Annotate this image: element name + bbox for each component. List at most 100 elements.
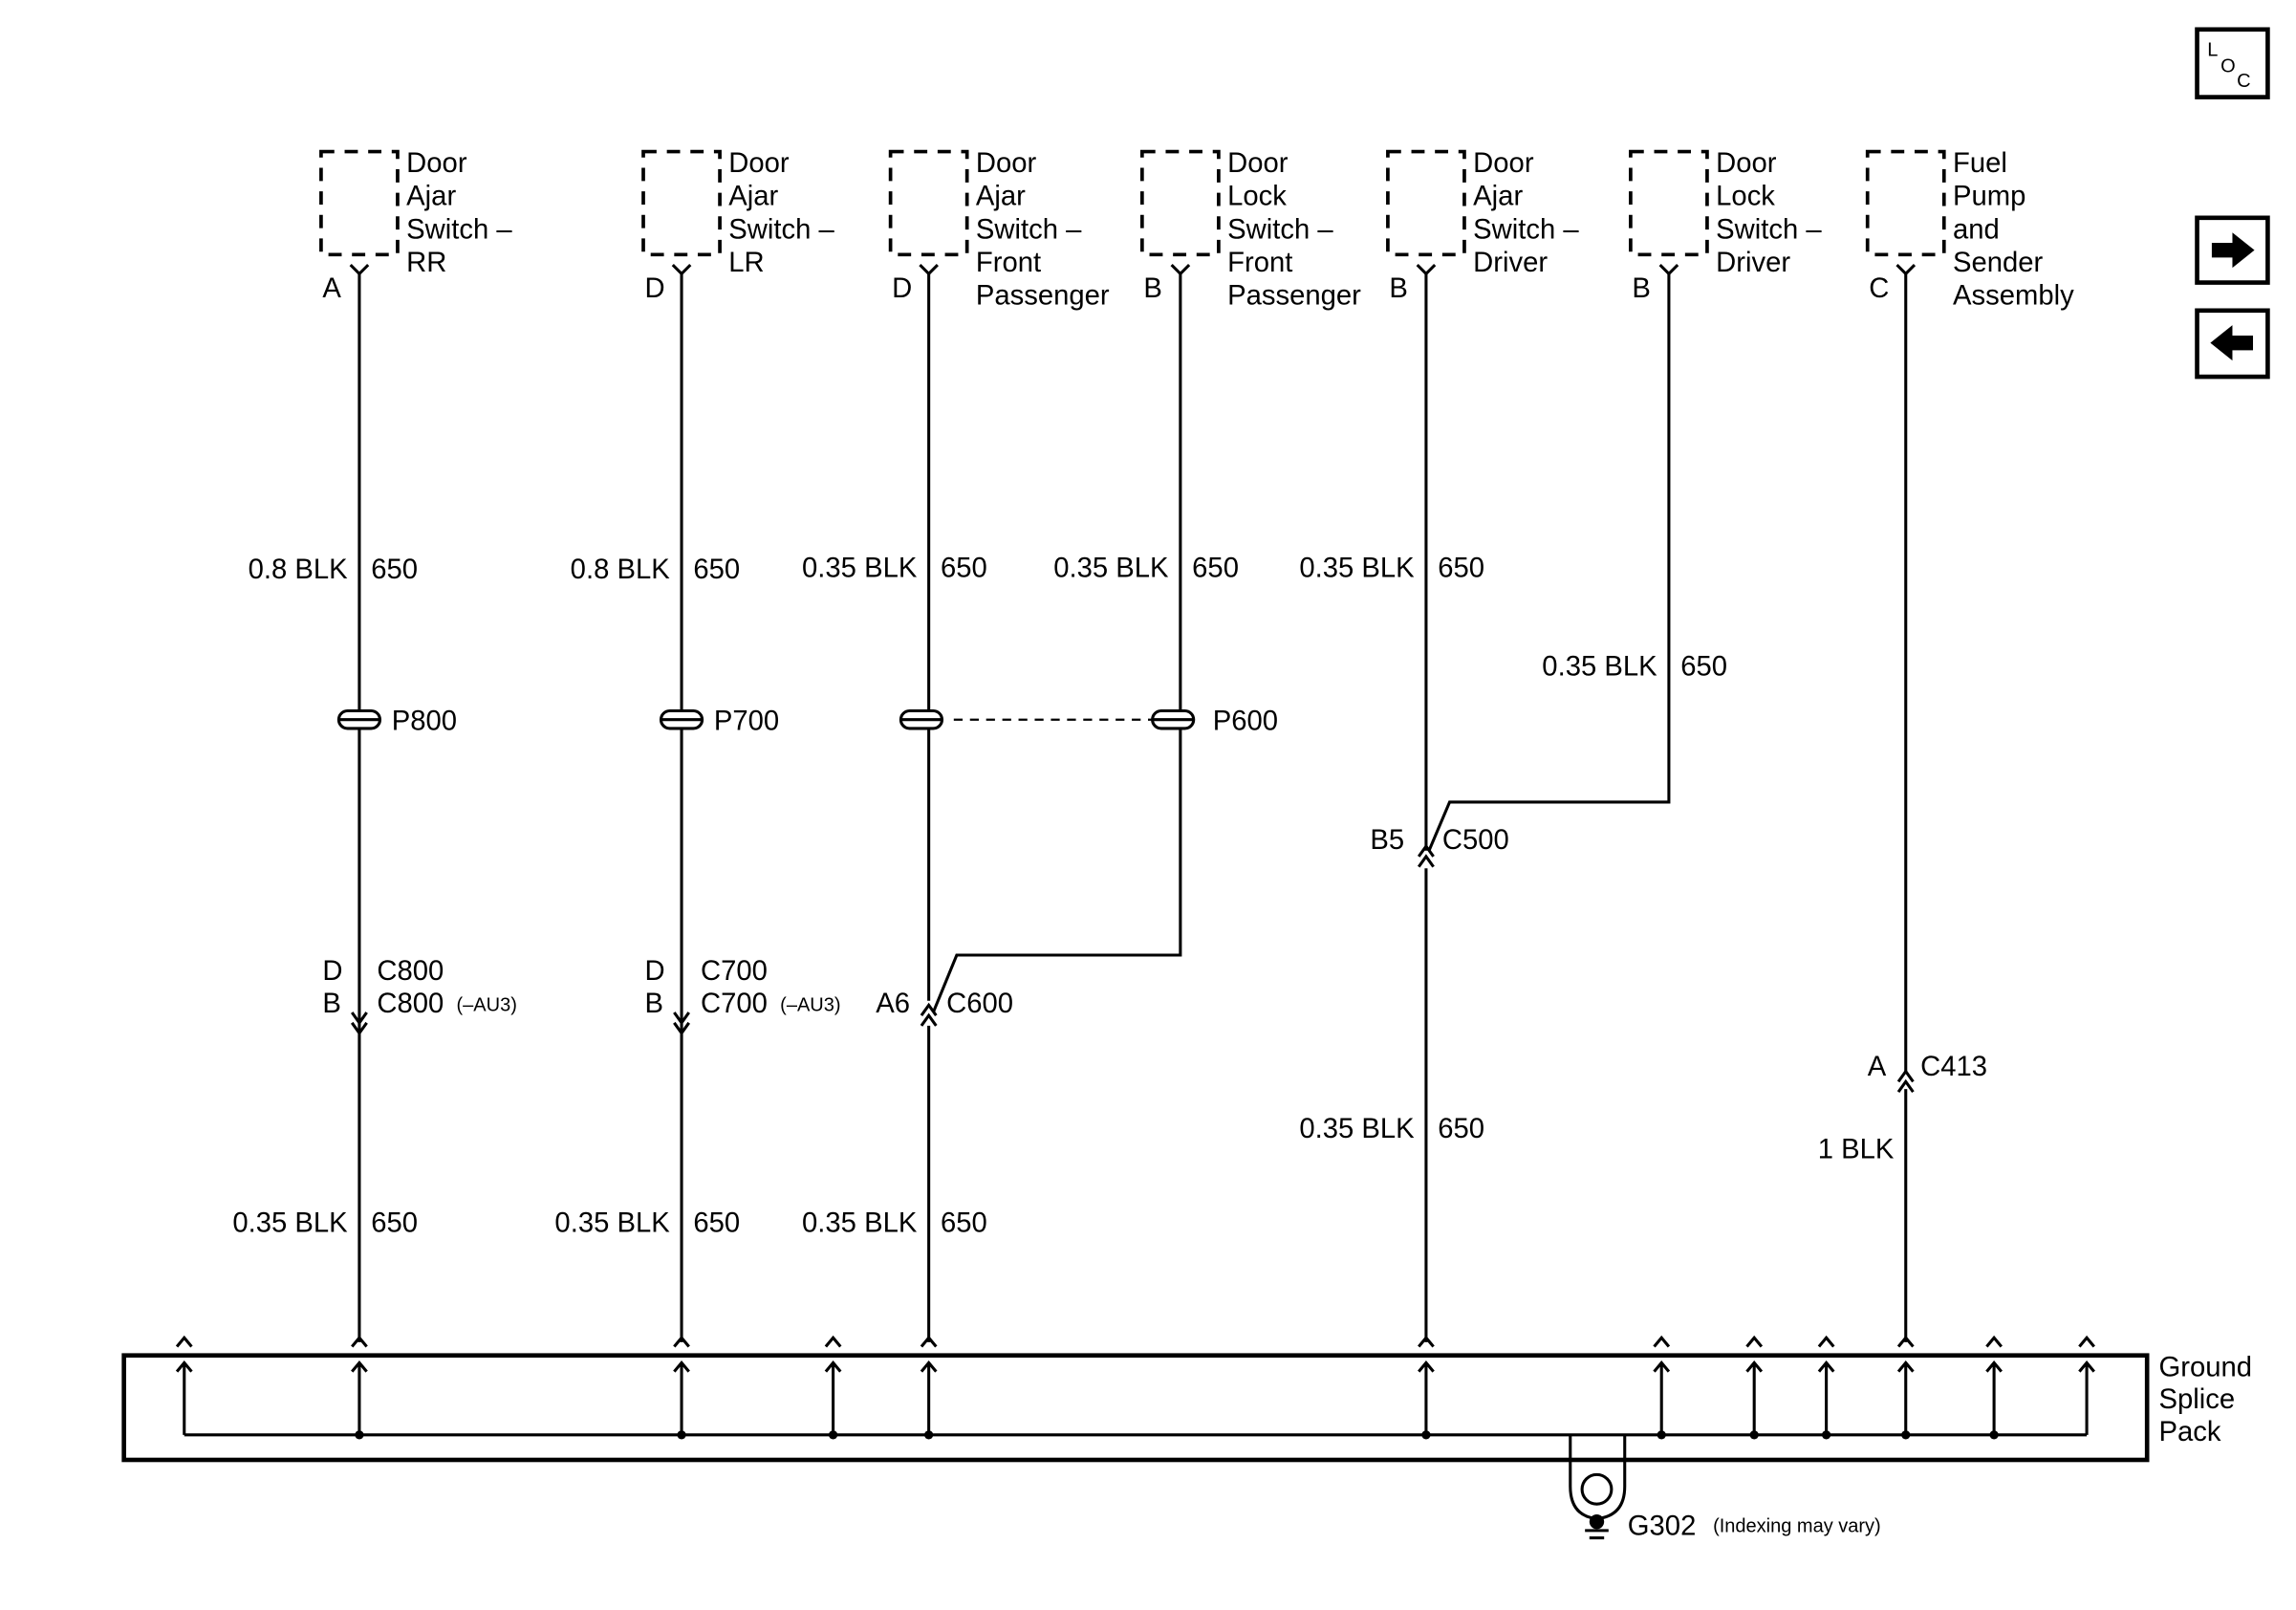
wire-circuit-label: 650 xyxy=(371,1208,418,1238)
component-label: Driver xyxy=(1716,248,1790,278)
component-label: Switch – xyxy=(1716,214,1822,245)
component-label: Lock xyxy=(1227,182,1287,212)
component-pin: B xyxy=(1632,273,1651,304)
previous-page-button[interactable] xyxy=(2195,308,2270,380)
next-page-button[interactable] xyxy=(2195,215,2270,285)
splice-icon xyxy=(336,708,382,730)
component-label: Pump xyxy=(1953,182,2025,212)
terminal-icon xyxy=(1416,263,1437,276)
component-label: Switch – xyxy=(1227,214,1333,245)
splice-icon xyxy=(1151,708,1196,730)
terminal-icon xyxy=(349,263,370,276)
terminal-icon xyxy=(1658,263,1679,276)
svg-text:Splice: Splice xyxy=(2159,1384,2236,1415)
connector-c413: A C413 xyxy=(1868,1052,1987,1082)
component-label: LR xyxy=(728,248,764,278)
splice-pack-terminal xyxy=(1817,1335,1835,1440)
component-pin: D xyxy=(892,273,912,304)
component-label: and xyxy=(1953,214,2000,245)
component-label: Door xyxy=(1227,148,1289,179)
svg-text:B5: B5 xyxy=(1370,825,1404,856)
connector-c700: D C700 B C700 (–AU3) xyxy=(645,956,841,1019)
wire-size-label: 0.35 BLK xyxy=(802,1208,918,1238)
svg-text:Ground: Ground xyxy=(2159,1352,2253,1382)
splice-pack-terminal xyxy=(1653,1335,1671,1440)
splice-p800-label: P800 xyxy=(392,706,457,736)
svg-text:D: D xyxy=(322,956,342,987)
svg-text:D: D xyxy=(645,956,665,987)
svg-text:B: B xyxy=(645,989,664,1019)
component-pin: B xyxy=(1143,273,1162,304)
terminal-icon xyxy=(919,263,939,276)
splice-pack-terminal xyxy=(673,1335,690,1440)
ground-splice-pack: Ground Splice Pack xyxy=(121,1335,2253,1463)
svg-text:A: A xyxy=(1868,1052,1887,1082)
splice-pack-terminal xyxy=(175,1335,193,1435)
wire-c500-jumper xyxy=(1427,273,1671,852)
svg-text:C413: C413 xyxy=(1920,1052,1987,1082)
wire-size-label: 0.35 BLK xyxy=(1299,1114,1415,1144)
svg-text:C700: C700 xyxy=(701,989,768,1019)
wire-size-label: 0.35 BLK xyxy=(1299,553,1415,583)
left-arrow-icon xyxy=(2210,325,2254,361)
component-pin: B xyxy=(1389,273,1408,304)
svg-text:B: B xyxy=(322,989,341,1019)
splice-p700-label: P700 xyxy=(714,706,779,736)
connector-c800: D C800 B C800 (–AU3) xyxy=(322,956,516,1019)
component-label: Front xyxy=(1227,248,1292,278)
wire-size-label: 0.35 BLK xyxy=(1542,652,1657,683)
splice-pack-terminal xyxy=(920,1335,938,1440)
wire-size-label: 0.35 BLK xyxy=(232,1208,348,1238)
splice-pack-terminal xyxy=(2078,1335,2095,1435)
component-label: Ajar xyxy=(406,182,456,212)
wire-circuit-label: 650 xyxy=(371,555,418,585)
splice-icon xyxy=(899,708,944,730)
wire-size-label: 0.35 BLK xyxy=(1053,553,1169,583)
component-label: Driver xyxy=(1473,248,1548,278)
component-label: Lock xyxy=(1716,182,1775,212)
svg-text:C: C xyxy=(2237,71,2250,92)
component-label: Ajar xyxy=(976,182,1026,212)
splice-pack-terminal xyxy=(1745,1335,1764,1440)
component-label: Door xyxy=(728,148,790,179)
splice-pack-terminal xyxy=(824,1335,842,1440)
component-pin: C xyxy=(1869,273,1889,304)
component-pin: D xyxy=(645,273,665,304)
component-label: Switch – xyxy=(1473,214,1579,245)
svg-text:C700: C700 xyxy=(701,956,768,987)
component-label: Passenger xyxy=(1227,281,1361,312)
wire-c600-jumper xyxy=(931,273,1182,1013)
component-label: Ajar xyxy=(1473,182,1523,212)
connector-icon xyxy=(350,1012,368,1036)
wire-size-label: 0.35 BLK xyxy=(802,553,918,583)
connector-c600: A6 C600 xyxy=(876,989,1013,1019)
component-label: Sender xyxy=(1953,248,2044,278)
component-label: Fuel xyxy=(1953,148,2007,179)
component-label: Ajar xyxy=(728,182,778,212)
splice-icon xyxy=(659,708,704,730)
svg-text:C800: C800 xyxy=(377,989,444,1019)
splice-pack-terminal xyxy=(1896,1335,1915,1440)
wire-circuit-label: 650 xyxy=(1192,553,1239,583)
svg-text:(Indexing may vary): (Indexing may vary) xyxy=(1713,1515,1881,1536)
right-arrow-icon xyxy=(2211,232,2255,269)
component-label: Door xyxy=(1473,148,1534,179)
component-label: Passenger xyxy=(976,281,1110,312)
location-button[interactable]: L O C xyxy=(2195,27,2270,99)
svg-text:A6: A6 xyxy=(876,989,910,1019)
wire-size-label: 0.8 BLK xyxy=(249,555,349,585)
component-label: Front xyxy=(976,248,1041,278)
svg-text:C800: C800 xyxy=(377,956,444,987)
wire-circuit-label: 650 xyxy=(941,1208,987,1238)
wire-size-label: 0.35 BLK xyxy=(554,1208,670,1238)
component-pin: A xyxy=(322,273,341,304)
wire-size-label: 1 BLK xyxy=(1818,1134,1895,1164)
